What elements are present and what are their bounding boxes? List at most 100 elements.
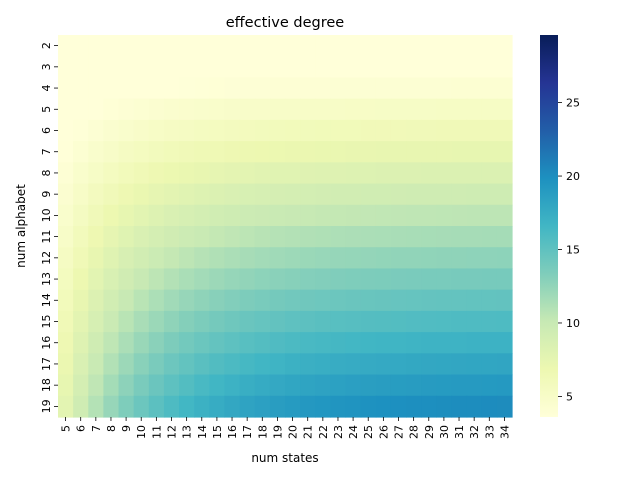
heatmap-cell (209, 374, 226, 397)
heatmap-cell (375, 77, 392, 100)
heatmap-cell (406, 332, 422, 354)
heatmap-cell (179, 353, 195, 376)
heatmap-cell (239, 77, 256, 100)
heatmap-cell (58, 35, 74, 57)
x-tick-label: 20 (287, 425, 300, 439)
x-tick-label: 27 (393, 425, 406, 439)
heatmap-cell (239, 332, 256, 354)
x-tick-label: 26 (377, 425, 390, 439)
heatmap-cell (103, 374, 120, 397)
heatmap-cell (481, 98, 498, 121)
heatmap-cell (390, 183, 407, 206)
heatmap-cell (466, 141, 483, 163)
heatmap-cell (179, 141, 195, 163)
heatmap-cell (345, 374, 362, 397)
heatmap-cell (103, 247, 120, 270)
heatmap-cell (451, 162, 468, 185)
heatmap-cell (194, 226, 210, 248)
heatmap-cell (285, 353, 301, 376)
heatmap-cell (269, 183, 286, 206)
heatmap-cell (496, 119, 513, 142)
heatmap-cell (133, 183, 150, 206)
heatmap-cell (118, 162, 135, 185)
heatmap-cell (148, 162, 165, 185)
chart-title: effective degree (226, 15, 345, 31)
heatmap-cell (466, 310, 483, 333)
heatmap-cell (103, 332, 120, 354)
heatmap-cell (330, 183, 347, 206)
y-tick-label: 4 (40, 85, 53, 92)
heatmap-cell (315, 289, 331, 312)
x-tick-label: 31 (453, 425, 466, 439)
heatmap-cell (88, 353, 104, 376)
heatmap-cell (330, 332, 347, 354)
colorbar (540, 35, 558, 417)
x-tick-label: 6 (75, 425, 88, 432)
heatmap-cell (436, 289, 453, 312)
heatmap-cell (133, 119, 150, 142)
heatmap-cell (451, 141, 468, 163)
heatmap-cell (254, 98, 271, 121)
heatmap-cell (285, 162, 301, 185)
heatmap-cell (406, 162, 422, 185)
heatmap-cell (481, 35, 498, 57)
heatmap-cell (194, 204, 210, 227)
x-tick-label: 29 (423, 425, 436, 439)
heatmap-cell (133, 141, 150, 163)
heatmap-cell (375, 332, 392, 354)
heatmap-cell (360, 77, 377, 100)
heatmap-cell (118, 310, 135, 333)
heatmap-cell (330, 268, 347, 291)
heatmap-cell (466, 77, 483, 100)
heatmap-cell (254, 374, 271, 397)
heatmap-cell (375, 162, 392, 185)
heatmap-cell (375, 119, 392, 142)
heatmap-cell (163, 162, 180, 185)
heatmap-cell (88, 183, 104, 206)
heatmap-cell (88, 119, 104, 142)
heatmap-cell (436, 162, 453, 185)
y-tick-label: 17 (40, 357, 53, 371)
heatmap-cell (58, 162, 74, 185)
heatmap-cell (481, 332, 498, 354)
heatmap-cell (345, 289, 362, 312)
heatmap-cell (118, 119, 135, 142)
heatmap-cell (163, 353, 180, 376)
heatmap-cell (345, 332, 362, 354)
heatmap-cell (375, 268, 392, 291)
heatmap-cell (58, 310, 74, 333)
heatmap-cell (118, 98, 135, 121)
heatmap-cell (194, 56, 210, 79)
heatmap-cell (88, 204, 104, 227)
heatmap-cell (466, 395, 483, 418)
heatmap-cell (481, 183, 498, 206)
heatmap-cell (345, 226, 362, 248)
y-tick-label: 7 (40, 148, 53, 155)
heatmap-cell (481, 56, 498, 79)
heatmap-cell (58, 353, 74, 376)
heatmap-cell (58, 374, 74, 397)
heatmap-cell (421, 310, 437, 333)
heatmap-cell (451, 395, 468, 418)
heatmap-cell (390, 141, 407, 163)
heatmap-cell (163, 141, 180, 163)
heatmap-cell (73, 268, 89, 291)
heatmap-cell (239, 310, 256, 333)
heatmap-cell (466, 183, 483, 206)
heatmap-cell (239, 353, 256, 376)
heatmap-cell (239, 395, 256, 418)
heatmap-cell (269, 204, 286, 227)
heatmap-cell (224, 353, 241, 376)
heatmap-cell (148, 98, 165, 121)
heatmap-cell (88, 162, 104, 185)
heatmap-cell (421, 374, 437, 397)
heatmap-cell (315, 77, 331, 100)
heatmap-cell (390, 247, 407, 270)
heatmap-cell (436, 332, 453, 354)
heatmap-cell (224, 141, 241, 163)
heatmap-cell (179, 247, 195, 270)
heatmap-cell (179, 204, 195, 227)
heatmap-cell (451, 77, 468, 100)
heatmap-cell (330, 310, 347, 333)
x-tick-label: 21 (302, 425, 315, 439)
